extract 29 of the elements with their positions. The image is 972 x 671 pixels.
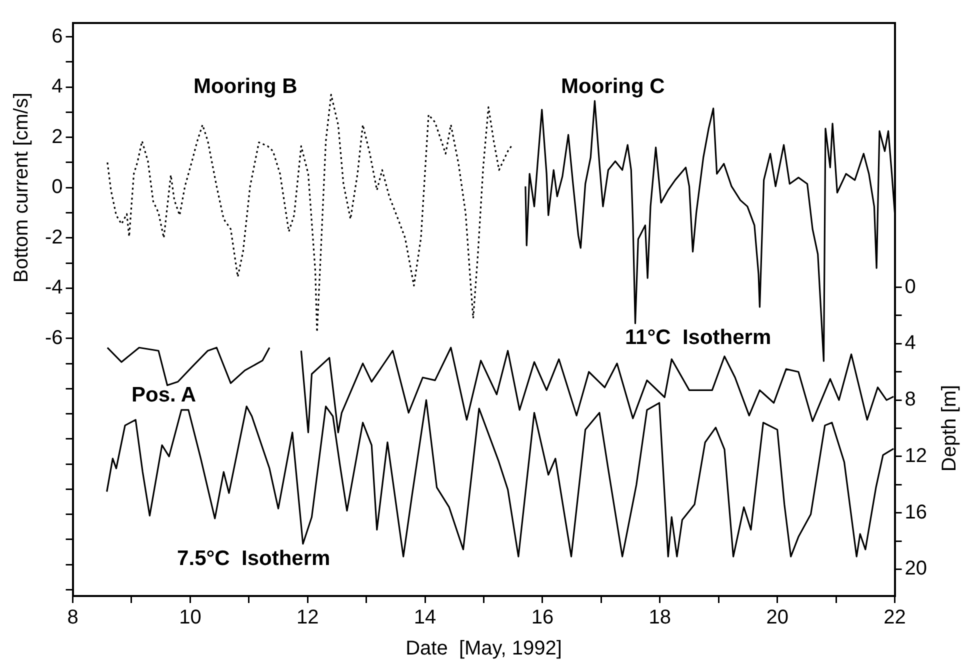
series-label: 11°C Isotherm <box>625 326 772 349</box>
y2-tick-label: 16 <box>904 501 928 524</box>
y-tick-label: 4 <box>52 76 63 98</box>
x-tick-label: 12 <box>296 606 319 629</box>
x-tick-label: 18 <box>648 606 672 629</box>
y-tick-label: 2 <box>52 126 63 148</box>
y-axis-title: Bottom current [cm/s] <box>10 92 33 283</box>
x-tick-label: 10 <box>179 606 202 629</box>
y-tick-label: 6 <box>52 25 63 48</box>
y2-tick-label: 12 <box>904 444 928 467</box>
y2-tick-label: 8 <box>904 388 916 411</box>
y2-axis-title: Depth [m] <box>938 384 961 472</box>
x-tick-label: 16 <box>531 606 554 629</box>
y-tick-label: -6 <box>44 326 63 349</box>
y2-tick-label: 0 <box>904 276 916 298</box>
x-axis-title: Date [May, 1992] <box>406 638 562 660</box>
annotation: Pos. A <box>132 384 196 407</box>
x-tick-label: 20 <box>766 606 788 629</box>
y-tick-label: -4 <box>44 276 63 299</box>
x-tick-label: 14 <box>414 606 436 629</box>
y-tick-label: 0 <box>52 176 63 198</box>
x-tick-label: 22 <box>884 606 906 629</box>
series-label: Mooring B <box>193 74 298 98</box>
y2-tick-label: 20 <box>904 558 928 580</box>
y2-tick-label: 4 <box>904 332 916 354</box>
x-tick-label: 8 <box>67 606 78 629</box>
series-label: Mooring C <box>561 74 665 98</box>
series-label: 7.5°C Isotherm <box>177 547 330 570</box>
y-tick-label: -2 <box>44 226 63 248</box>
